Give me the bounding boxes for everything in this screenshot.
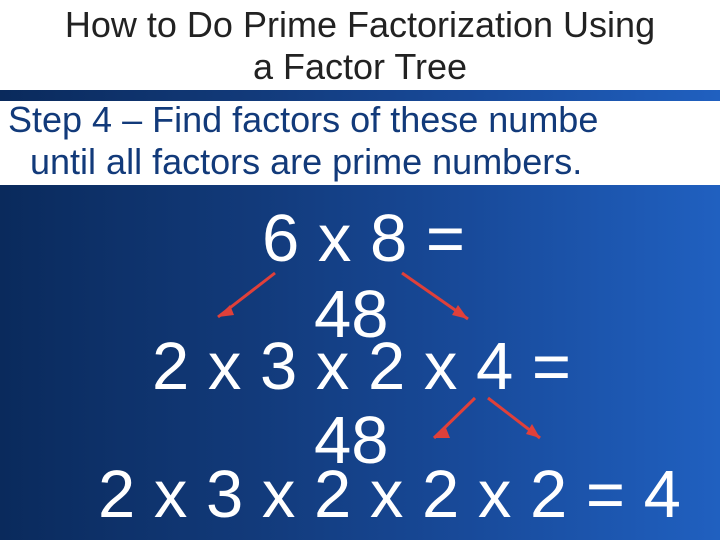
step-text-1: Step 4 – Find factors of these numbe	[8, 99, 598, 141]
title-line-2: a Factor Tree	[0, 46, 720, 88]
step-text-2: until all factors are prime numbers.	[30, 141, 582, 183]
step-bar-2: until all factors are prime numbers.	[0, 143, 720, 185]
title-line-1: How to Do Prime Factorization Using	[0, 4, 720, 46]
math-line-a: 6 x 8 =	[262, 200, 465, 277]
title-box: How to Do Prime Factorization Using a Fa…	[0, 0, 720, 90]
step-bar-1: Step 4 – Find factors of these numbe	[0, 101, 720, 143]
math-line-b: 2 x 3 x 2 x 4 =	[152, 328, 571, 405]
slide: How to Do Prime Factorization Using a Fa…	[0, 0, 720, 540]
math-line-c: 2 x 3 x 2 x 2 x 2 = 4	[98, 456, 681, 533]
